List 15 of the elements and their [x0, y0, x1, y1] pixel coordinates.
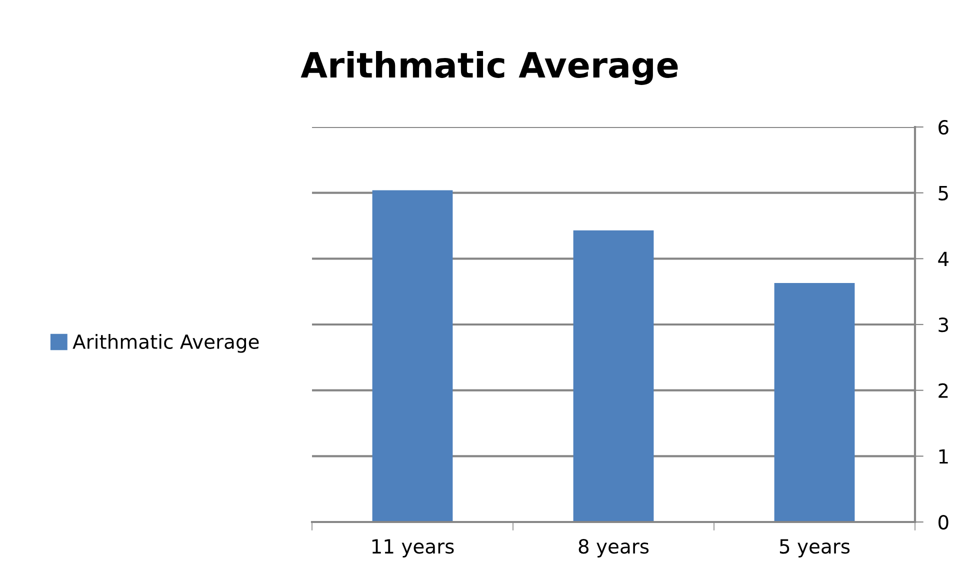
bar	[372, 190, 453, 522]
chart-title: Arithmatic Average	[300, 51, 678, 85]
y-tick-label: 3	[938, 317, 948, 332]
y-tick-label: 2	[938, 383, 948, 398]
y-tick-label: 4	[938, 252, 949, 266]
x-tick-label: 11 years	[372, 539, 454, 558]
bar	[573, 230, 654, 522]
legend-label: Arithmatic Average	[72, 334, 259, 353]
x-tick-label: 8 years	[578, 539, 649, 558]
x-tick-label: 5 years	[780, 539, 850, 558]
y-tick-label: 5	[938, 186, 948, 200]
y-tick-label: 1	[939, 449, 948, 464]
y-tick-label: 0	[938, 514, 948, 530]
bar	[774, 283, 855, 522]
y-tick-label: 6	[938, 120, 948, 135]
